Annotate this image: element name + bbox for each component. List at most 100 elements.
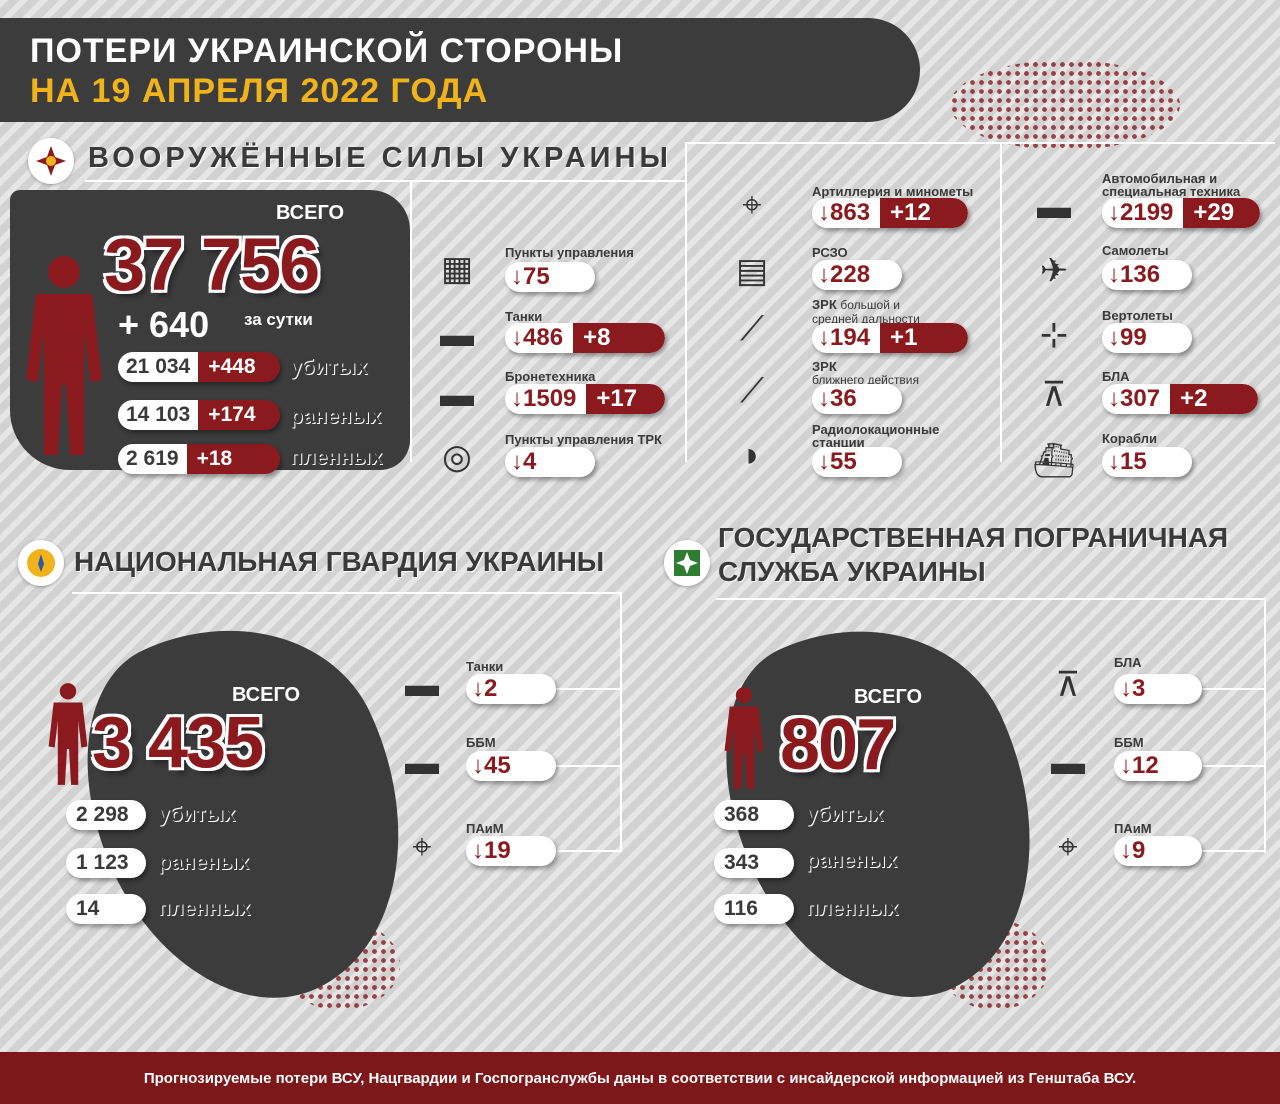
item-value-pill: ↓2 bbox=[466, 674, 556, 704]
item-value: ↓12 bbox=[1120, 752, 1159, 779]
item-delta: +12 bbox=[880, 198, 968, 228]
sam-long-icon: ⟋ bbox=[740, 310, 764, 348]
afu-captured-value: 2 619 bbox=[118, 444, 187, 474]
afu-killed-label: убитых bbox=[290, 356, 368, 379]
connector-line bbox=[410, 182, 412, 462]
afu-killed-pill: 21 034 +448 bbox=[118, 352, 280, 382]
item-value: ↓55 bbox=[818, 448, 857, 475]
item-label: БЛА bbox=[1114, 655, 1142, 670]
ng-wounded-value: 1 123 bbox=[76, 851, 129, 874]
artillery-icon: ⌖ bbox=[412, 828, 432, 866]
jet-icon: ✈ bbox=[1039, 252, 1069, 290]
item-label: ББМ bbox=[1114, 735, 1144, 750]
item-label: БЛА bbox=[1102, 369, 1130, 384]
item-label: ЗРК ближнего действия bbox=[812, 360, 942, 387]
item-value: ↓863 bbox=[818, 199, 871, 226]
decorative-spray bbox=[950, 60, 1180, 150]
border-section-title-1: ГОСУДАРСТВЕННАЯ ПОГРАНИЧНАЯ bbox=[718, 522, 1229, 553]
tank-icon: ▬ bbox=[440, 316, 474, 354]
item-value-pill: ↓194 +1 bbox=[812, 323, 968, 353]
connector-line bbox=[1000, 142, 1002, 462]
item-label: Корабли bbox=[1102, 431, 1158, 446]
item-value: ↓2199 bbox=[1108, 199, 1174, 226]
item-label: ПАиМ bbox=[466, 821, 504, 836]
artillery-icon: ⌖ bbox=[742, 186, 762, 224]
divider bbox=[72, 592, 622, 594]
item-value-pill: ↓4 bbox=[505, 447, 595, 477]
item-label: РСЗО bbox=[812, 245, 848, 260]
item-value: ↓486 bbox=[511, 324, 564, 351]
border-captured-value: 116 bbox=[724, 897, 758, 920]
item-value: ↓75 bbox=[511, 263, 550, 290]
border-total-label: ВСЕГО bbox=[854, 686, 923, 708]
connector-line bbox=[1200, 765, 1266, 767]
item-value: ↓194 bbox=[818, 324, 871, 351]
afu-killed-value: 21 034 bbox=[118, 352, 199, 382]
item-label: ПАиМ bbox=[1114, 821, 1152, 836]
item-value: ↓99 bbox=[1108, 324, 1147, 351]
afu-total-label: ВСЕГО bbox=[276, 202, 345, 224]
item-label-main: ЗРК bbox=[812, 359, 837, 374]
item-label: Танки bbox=[505, 309, 543, 324]
item-label-sub: ближнего действия bbox=[812, 373, 919, 387]
border-section-title-2: СЛУЖБА УКРАИНЫ bbox=[718, 556, 986, 587]
item-value-pill: ↓75 bbox=[505, 262, 595, 292]
afu-daily-label: за сутки bbox=[244, 310, 313, 329]
connector-line bbox=[685, 142, 1275, 144]
border-captured-label: пленных bbox=[806, 897, 899, 920]
afu-section-title: ВООРУЖЁННЫЕ СИЛЫ УКРАИНЫ bbox=[88, 142, 672, 174]
soldier-icon bbox=[716, 684, 772, 794]
drone-icon: ⊼ bbox=[1055, 666, 1081, 704]
item-value-pill: ↓2199 +29 bbox=[1102, 198, 1260, 228]
afu-captured-delta: +18 bbox=[186, 444, 280, 474]
helicopter-icon: ⊹ bbox=[1039, 316, 1069, 354]
item-delta: +2 bbox=[1170, 384, 1258, 414]
border-killed-label: убитых bbox=[806, 803, 884, 826]
footer-note: Прогнозируемые потери ВСУ, Нацгвардии и … bbox=[0, 1052, 1280, 1104]
artillery-icon: ⌖ bbox=[1058, 828, 1078, 866]
truck-icon: ▬ bbox=[1037, 188, 1071, 226]
ng-section-title: НАЦИОНАЛЬНАЯ ГВАРДИЯ УКРАИНЫ bbox=[74, 546, 605, 577]
connector-line bbox=[1264, 598, 1266, 853]
afu-wounded-label: раненых bbox=[290, 405, 382, 428]
page-subtitle-date: НА 19 АПРЕЛЯ 2022 ГОДА bbox=[30, 72, 489, 110]
connector-line bbox=[556, 765, 622, 767]
connector-line bbox=[556, 850, 622, 852]
afu-wounded-value: 14 103 bbox=[118, 400, 199, 430]
item-value: ↓307 bbox=[1108, 385, 1161, 412]
item-label: Танки bbox=[466, 659, 504, 674]
divider bbox=[85, 180, 685, 182]
ng-wounded-label: раненых bbox=[158, 851, 250, 874]
afu-killed-delta: +448 bbox=[198, 352, 280, 382]
item-label: Пункты управления ТРК bbox=[505, 432, 662, 447]
item-value-pill: ↓9 bbox=[1114, 836, 1202, 866]
border-total-value: 807 bbox=[780, 705, 896, 785]
drone-icon: ⊼ bbox=[1041, 376, 1067, 414]
item-value: ↓15 bbox=[1108, 448, 1147, 475]
ng-killed-pill: 2 298 bbox=[66, 800, 146, 830]
border-killed-value: 368 bbox=[724, 803, 760, 826]
item-value: ↓2 bbox=[472, 675, 498, 702]
item-value-pill: ↓3 bbox=[1114, 674, 1202, 704]
item-value: ↓228 bbox=[818, 261, 871, 288]
radar-icon: ◗ bbox=[741, 436, 763, 474]
command-post-icon: ▦ bbox=[440, 250, 474, 288]
soldier-icon bbox=[14, 250, 114, 465]
ng-killed-label: убитых bbox=[158, 803, 236, 826]
item-value-pill: ↓307 +2 bbox=[1102, 384, 1258, 414]
item-value: ↓9 bbox=[1120, 837, 1146, 864]
ng-emblem-icon bbox=[18, 540, 64, 586]
item-label: Бронетехника bbox=[505, 369, 596, 384]
afu-total-value: 37 756 bbox=[104, 223, 320, 306]
border-emblem-icon bbox=[664, 540, 710, 586]
item-label: Пункты управления bbox=[505, 245, 634, 260]
item-label: Автомобильная и специальная техника bbox=[1102, 171, 1241, 199]
item-value-pill: ↓1509 +17 bbox=[505, 384, 665, 414]
border-captured-pill: 116 bbox=[714, 894, 794, 924]
apc-icon: ▬ bbox=[1051, 744, 1085, 782]
afu-emblem-icon bbox=[28, 138, 74, 184]
item-delta: +1 bbox=[880, 323, 968, 353]
radio-station-icon: ◎ bbox=[442, 438, 472, 476]
item-value: ↓45 bbox=[472, 752, 511, 779]
ship-icon: ⛴ bbox=[1032, 442, 1076, 480]
